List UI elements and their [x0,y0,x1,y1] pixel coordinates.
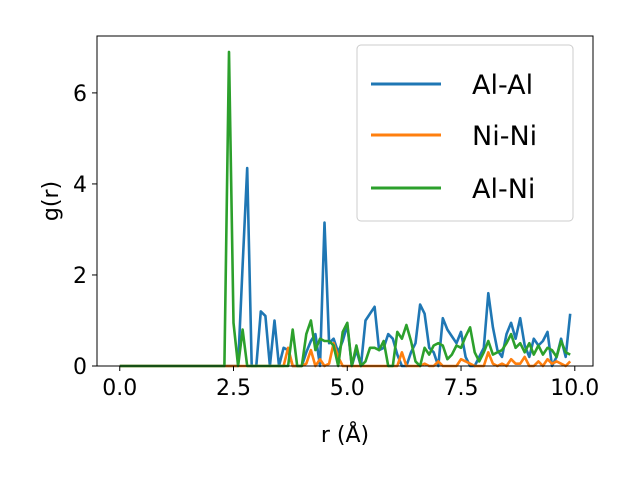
legend-label-ni-ni: Ni-Ni [472,121,537,152]
y-axis-label: g(r) [39,181,64,221]
legend-label-al-al: Al-Al [472,70,533,101]
legend-label-al-ni: Al-Ni [472,174,535,205]
x-tick-label: 2.5 [216,376,251,401]
legend-frame [356,44,574,222]
x-tick-label: 7.5 [444,376,479,401]
y-tick-label: 0 [73,355,87,380]
x-tick-label: 10.0 [550,376,599,401]
x-tick-label: 5.0 [330,376,365,401]
y-tick-label: 6 [73,82,87,107]
x-axis-label: r (Å) [321,421,369,448]
y-tick-label: 2 [73,264,87,289]
legend: Al-Al Ni-Ni Al-Ni [356,44,574,222]
y-tick-label: 4 [73,173,87,198]
plot-frame [96,35,594,367]
x-tick-label: 0.0 [102,376,137,401]
ticks-layer: 0.0 2.5 5.0 7.5 10.0 0 2 4 6 [73,82,599,401]
